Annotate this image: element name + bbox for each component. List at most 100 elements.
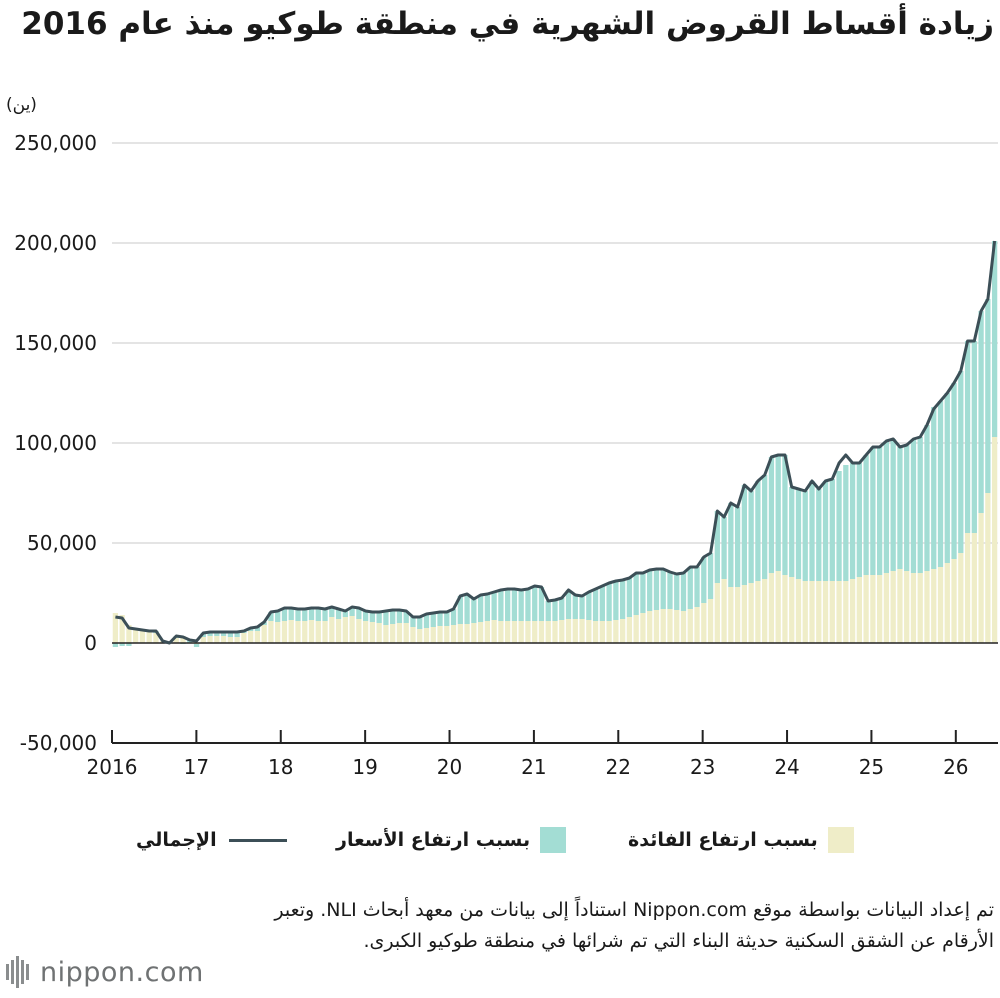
rate-bar	[227, 637, 233, 643]
price-bar	[484, 594, 491, 621]
price-bar	[985, 299, 991, 493]
price-bar	[281, 608, 288, 621]
rate-bar	[288, 620, 294, 643]
rate-bar	[302, 621, 308, 643]
rate-bar	[281, 621, 288, 643]
price-bar	[606, 583, 612, 621]
x-tick-label: 2016	[87, 755, 138, 779]
price-bar	[910, 439, 917, 573]
price-bar	[802, 491, 808, 581]
legend-label-price: بسبب ارتفاع الأسعار	[336, 829, 531, 851]
price-bar	[193, 644, 200, 647]
rate-bar	[362, 621, 369, 643]
rate-bar	[883, 573, 890, 643]
rate-bar	[254, 631, 261, 643]
rate-bar	[119, 615, 125, 643]
total-line	[115, 240, 997, 645]
price-bar	[275, 611, 281, 622]
price-bar	[917, 437, 923, 573]
price-bar	[843, 465, 849, 581]
rate-bar	[647, 611, 653, 643]
rate-bar	[964, 533, 971, 643]
price-bar	[383, 611, 389, 625]
price-bar	[721, 517, 727, 579]
price-bar	[308, 608, 315, 620]
rate-bar	[816, 581, 822, 643]
price-bar	[390, 610, 396, 624]
rate-bar	[417, 629, 423, 643]
axis-labels: -50,000 0 50,000 100,000 150,000 200,000 250,0…	[14, 131, 968, 779]
price-bar	[877, 447, 883, 575]
price-bar	[423, 614, 430, 628]
price-bar	[626, 578, 633, 617]
rate-bar	[640, 613, 646, 643]
legend-item-total: الإجمالي	[136, 822, 287, 858]
rate-bar	[701, 603, 707, 643]
logo-mark-icon	[6, 956, 29, 988]
rate-bar	[248, 631, 254, 643]
rate-bar	[173, 638, 179, 643]
rate-bar	[707, 599, 714, 643]
rate-bar	[329, 617, 335, 643]
rate-bar	[471, 623, 477, 643]
rate-bar	[579, 619, 585, 643]
price-bar	[829, 479, 835, 581]
y-axis-unit-label: (ين)	[6, 95, 37, 115]
rate-bar	[687, 609, 693, 643]
rate-bar	[802, 581, 808, 643]
price-bar	[890, 439, 896, 571]
x-tick-label: 26	[943, 755, 968, 779]
rate-bar	[430, 627, 436, 643]
rate-bar	[775, 571, 781, 643]
x-tick-label: 24	[774, 755, 799, 779]
rate-bar	[951, 559, 957, 643]
gridlines	[112, 142, 998, 744]
y-tick-label: 0	[84, 631, 97, 655]
rate-bar	[680, 611, 687, 643]
rate-bar	[789, 577, 795, 643]
rate-bar	[694, 607, 700, 643]
price-bar	[775, 455, 781, 571]
rate-bar	[342, 617, 348, 643]
rate-bar	[937, 567, 944, 643]
x-tick-label: 23	[690, 755, 715, 779]
legend-item-rate: بسبب ارتفاع الفائدة	[628, 822, 854, 858]
legend-item-price: بسبب ارتفاع الأسعار	[336, 822, 567, 858]
rate-bar	[146, 631, 152, 643]
rate-bar	[991, 437, 998, 643]
rate-bar	[220, 636, 227, 643]
y-tick-label: 50,000	[27, 531, 97, 555]
price-bar	[505, 589, 511, 621]
rate-bar	[369, 622, 376, 643]
x-tick-label: 19	[352, 755, 377, 779]
rate-bar	[768, 573, 775, 643]
price-bar	[126, 643, 132, 646]
price-bar	[234, 632, 240, 637]
price-bar	[464, 594, 470, 624]
rate-bar	[437, 626, 443, 643]
rate-bar	[545, 621, 551, 643]
rate-bar	[734, 587, 741, 643]
rate-bar	[924, 571, 930, 643]
rate-bar	[396, 623, 403, 643]
price-bar	[369, 612, 376, 622]
price-bar	[437, 612, 443, 626]
rate-bar	[511, 621, 518, 643]
price-bar	[220, 632, 227, 636]
price-bar	[958, 371, 964, 553]
rate-bar	[133, 629, 139, 643]
rate-bar	[532, 621, 538, 643]
price-bar	[349, 607, 355, 616]
rate-bar	[613, 620, 619, 643]
rate-bar	[450, 625, 457, 643]
price-bar	[559, 598, 565, 620]
rate-bar	[356, 619, 362, 643]
y-tick-label: -50,000	[20, 731, 97, 755]
rate-bar	[308, 620, 315, 643]
price-bar	[457, 596, 463, 624]
price-bar	[782, 455, 788, 575]
rate-bar	[599, 621, 605, 643]
rate-bar	[335, 619, 342, 643]
rate-bar	[423, 628, 430, 643]
rate-bar	[315, 621, 321, 643]
